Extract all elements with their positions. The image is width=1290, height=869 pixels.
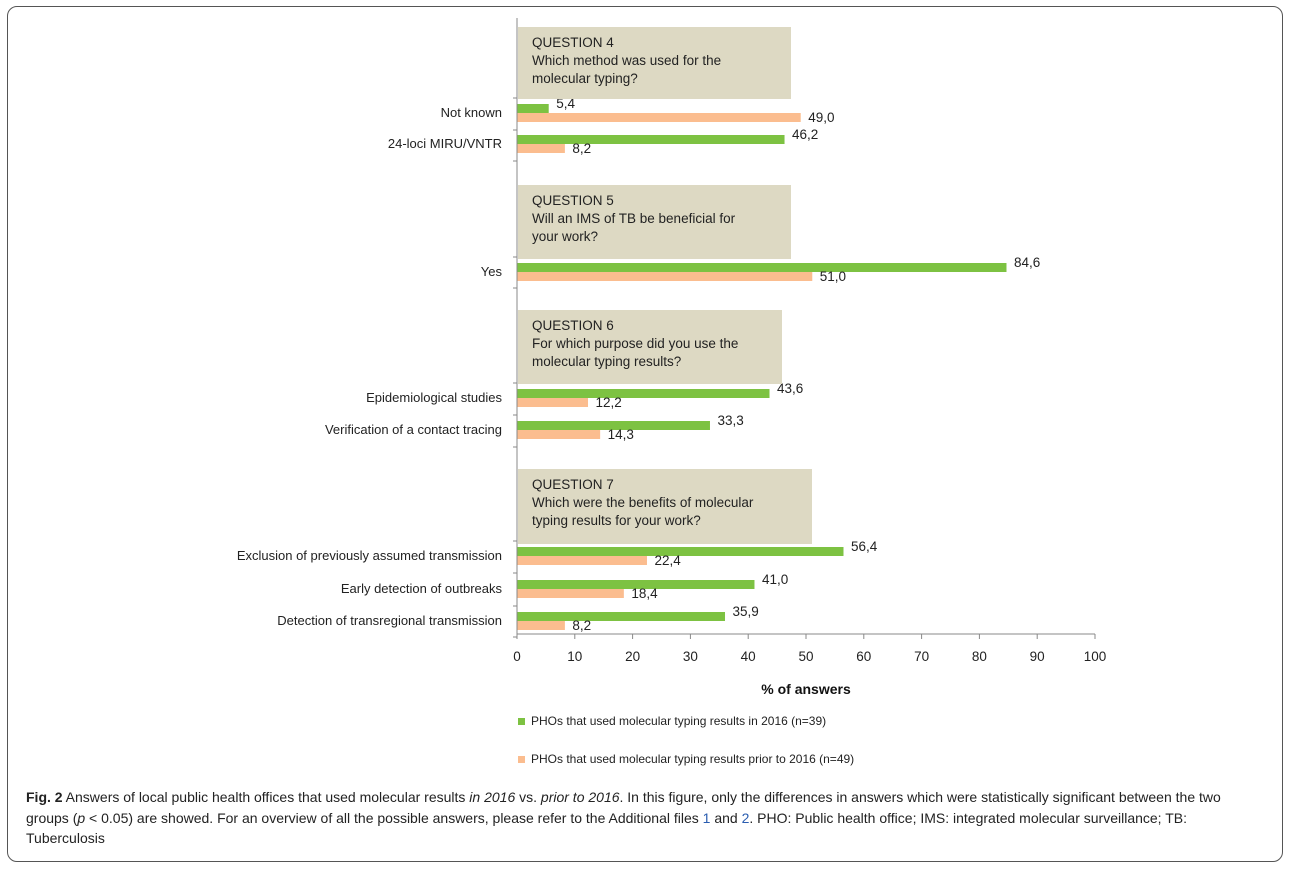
question-text-line: For which purpose did you use the <box>532 336 739 351</box>
data-label: 33,3 <box>717 413 743 428</box>
question-text-line: molecular typing results? <box>532 354 682 369</box>
data-label: 8,2 <box>572 141 591 156</box>
category-label: Verification of a contact tracing <box>324 422 502 437</box>
data-label: 18,4 <box>631 586 658 601</box>
caption-text-2: vs. <box>515 789 541 805</box>
bar-prior-2016 <box>517 430 601 439</box>
bar-prior-2016 <box>517 621 565 630</box>
data-label: 14,3 <box>608 427 634 442</box>
data-label: 5,4 <box>556 96 575 111</box>
bar-in-2016 <box>517 104 549 113</box>
figure-frame <box>7 6 1283 862</box>
category-label: 24-loci MIRU/VNTR <box>387 136 502 151</box>
bar-prior-2016 <box>517 113 801 122</box>
bar-in-2016 <box>517 389 770 398</box>
category-label: Detection of transregional transmission <box>277 613 502 628</box>
caption-link-additional-file-1[interactable]: 1 <box>702 809 711 826</box>
x-tick-label: 80 <box>972 649 987 664</box>
category-label: Epidemiological studies <box>366 390 502 405</box>
x-tick-label: 0 <box>513 649 521 664</box>
bar-in-2016 <box>517 135 785 144</box>
caption-text-1: Answers of local public health offices t… <box>62 789 470 805</box>
data-label: 35,9 <box>733 604 759 619</box>
legend-swatch <box>518 756 525 764</box>
bar-in-2016 <box>517 612 726 621</box>
data-label: 8,2 <box>572 618 591 633</box>
caption-text-5: and <box>710 809 742 826</box>
category-label: Early detection of outbreaks <box>340 581 502 596</box>
question-text-line: molecular typing? <box>532 71 638 86</box>
legend-label: PHOs that used molecular typing results … <box>531 714 827 728</box>
caption-italic-2: prior to 2016 <box>540 789 620 805</box>
legend-label: PHOs that used molecular typing results … <box>531 752 855 766</box>
question-text-line: QUESTION 6 <box>532 318 614 333</box>
legend-item: PHOs that used molecular typing results … <box>518 752 854 766</box>
legend-swatch <box>518 718 525 726</box>
caption-link-additional-file-2[interactable]: 2 <box>741 809 750 826</box>
data-label: 51,0 <box>820 269 846 284</box>
question-text-line: Which were the benefits of molecular <box>532 495 754 510</box>
question-box: QUESTION 4 Which method was used for the m… <box>518 27 791 99</box>
bar-prior-2016 <box>517 589 624 598</box>
x-tick-label: 40 <box>741 649 756 664</box>
legend-item: PHOs that used molecular typing results … <box>518 714 826 728</box>
x-tick-label: 70 <box>914 649 929 664</box>
data-label: 84,6 <box>1014 255 1040 270</box>
category-label: Not known <box>440 105 502 120</box>
caption-figure-label: Fig. 2 <box>26 789 63 805</box>
question-box: QUESTION 7 Which were the benefits of mol… <box>518 469 812 544</box>
data-label: 46,2 <box>792 127 818 142</box>
bar-in-2016 <box>517 547 844 556</box>
x-tick-label: 30 <box>683 649 698 664</box>
bar-in-2016 <box>517 421 710 430</box>
bar-in-2016 <box>517 263 1007 272</box>
bar-prior-2016 <box>517 272 813 281</box>
x-tick-label: 60 <box>856 649 871 664</box>
bar-prior-2016 <box>517 398 589 407</box>
question-box: QUESTION 5 Will an IMS of TB be beneficia… <box>518 185 791 259</box>
question-box: QUESTION 6 For which purpose did you use … <box>518 310 782 384</box>
caption-italic-3: p <box>77 809 86 826</box>
caption-italic-1: in 2016 <box>469 789 516 805</box>
question-text-line: QUESTION 4 <box>532 35 614 50</box>
figure-caption: Fig. 2 Answers of local public health of… <box>26 787 1266 849</box>
bar-prior-2016 <box>517 144 565 153</box>
caption-text-3: . In this figure, only the differences i… <box>26 789 1221 826</box>
x-tick-label: 100 <box>1084 649 1107 664</box>
category-label: Yes <box>480 264 502 279</box>
data-label: 49,0 <box>808 110 834 125</box>
data-label: 12,2 <box>596 395 622 410</box>
data-label: 41,0 <box>762 572 788 587</box>
question-text-line: QUESTION 7 <box>532 477 614 492</box>
x-axis-title: % of answers <box>761 681 851 697</box>
question-text-line: typing results for your work? <box>532 513 701 528</box>
data-label: 43,6 <box>777 381 803 396</box>
x-tick-label: 10 <box>567 649 582 664</box>
question-text-line: Will an IMS of TB be beneficial for <box>532 211 736 226</box>
category-label: Exclusion of previously assumed transmis… <box>236 548 502 563</box>
bar-in-2016 <box>517 580 755 589</box>
data-label: 22,4 <box>654 553 681 568</box>
x-tick-label: 50 <box>798 649 813 664</box>
question-text-line: Which method was used for the <box>532 53 722 68</box>
question-text-line: your work? <box>532 229 599 244</box>
question-text-line: QUESTION 5 <box>532 193 614 208</box>
bar-prior-2016 <box>517 556 647 565</box>
caption-text-6: . PHO: Public health office; IMS: integr… <box>26 809 1187 847</box>
data-label: 56,4 <box>851 539 878 554</box>
x-tick-label: 20 <box>625 649 640 664</box>
caption-text-4: < 0.05) are showed. For an overview of a… <box>85 809 703 826</box>
x-tick-label: 90 <box>1030 649 1045 664</box>
